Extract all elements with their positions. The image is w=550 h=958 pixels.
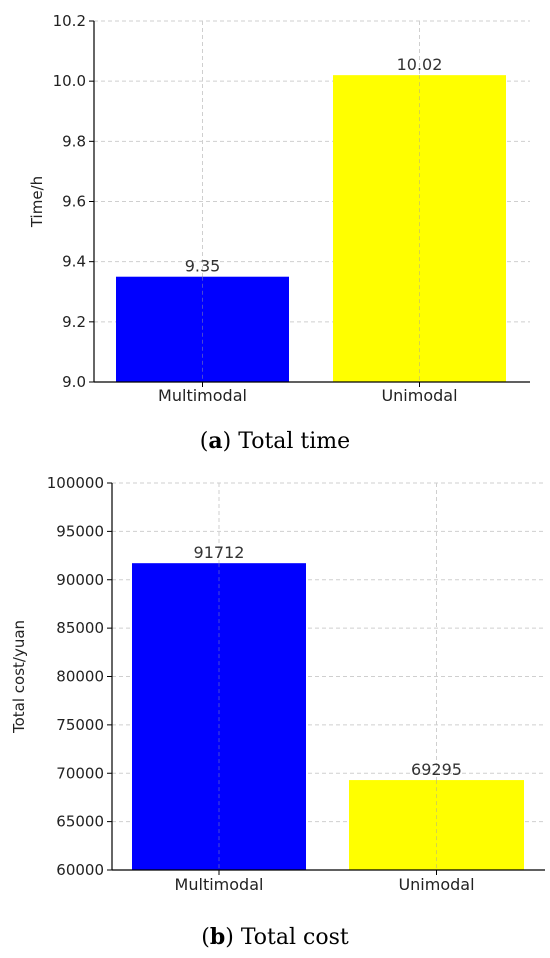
chart-b: 60000 65000 70000 75000 80000 85000 90000 95000… [10,474,545,950]
y-tick-label: 65000 [56,813,104,831]
bar-unimodal [349,780,524,870]
y-tick-label: 9.6 [62,193,86,211]
y-tick-label: 10.2 [53,12,86,30]
y-tick-label: 9.4 [62,253,86,271]
y-tick-label: 70000 [56,764,104,782]
y-tick-label: 90000 [56,571,104,589]
data-label: 9.35 [185,257,221,276]
x-tick-label: Multimodal [175,875,264,894]
y-tick-label: 9.0 [62,373,86,391]
bar-multimodal [116,276,289,382]
y-tick-label: 9.2 [62,313,86,331]
data-label: 69295 [411,760,462,779]
y-tick-label: 75000 [56,716,104,734]
y-tick-label: 80000 [56,668,104,686]
x-tick-label: Unimodal [398,875,474,894]
y-tick-label: 100000 [47,474,104,492]
x-tick-label: Multimodal [158,386,247,405]
y-tick-label: 60000 [56,861,104,879]
bar-multimodal [132,563,306,870]
figure-caption: (b) Total cost [201,924,349,950]
y-axis-title: Time/h [28,176,46,228]
data-label: 91712 [194,543,245,562]
y-tick-label: 85000 [56,619,104,637]
x-tick-label: Unimodal [381,386,457,405]
bar-unimodal [333,75,506,383]
figure-caption: (a) Total time [200,428,350,454]
y-axis-title: Total cost/yuan [10,620,28,734]
data-label: 10.02 [397,55,443,74]
y-tick-label: 10.0 [53,72,86,90]
y-tick-label: 95000 [56,522,104,540]
y-tick-label: 9.8 [62,132,86,150]
chart-a: 9.0 9.2 9.4 9.6 9.8 10.0 10.2 9.35 10.02 Multimod… [28,12,530,454]
